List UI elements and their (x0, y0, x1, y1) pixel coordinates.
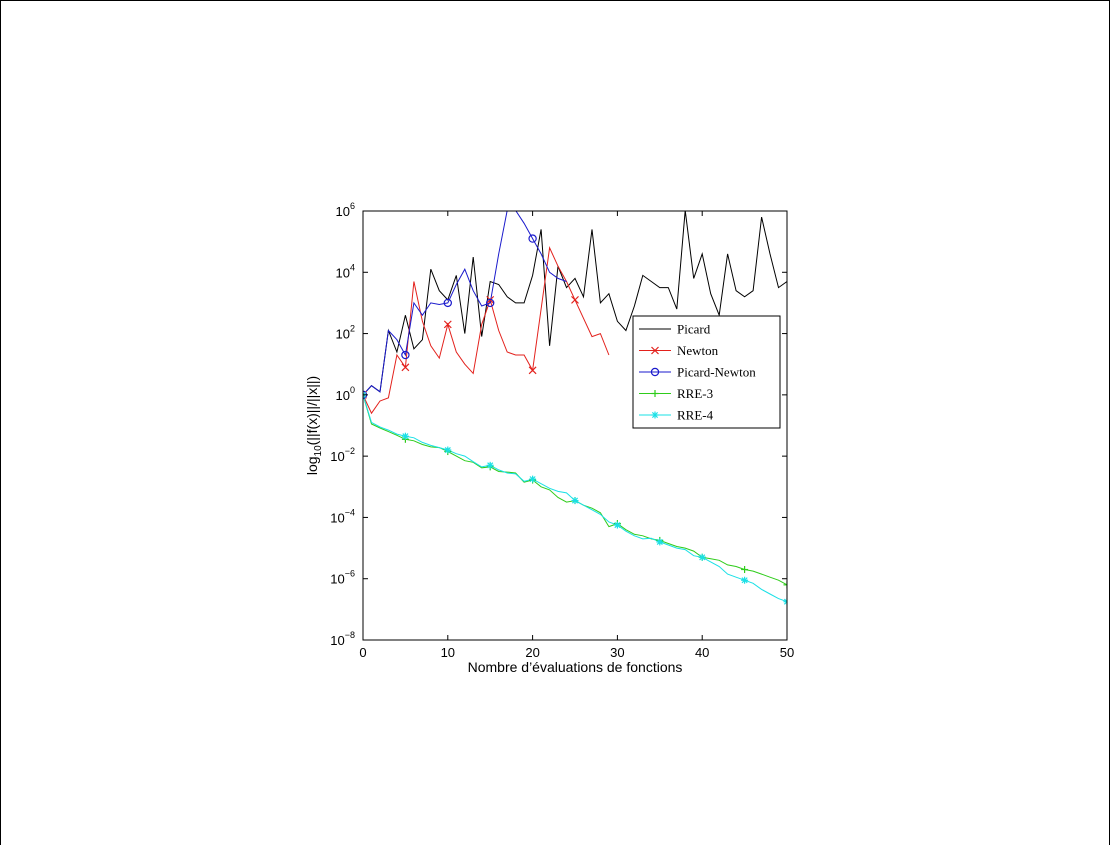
data-point-picard-newton (401, 350, 410, 360)
y-tick-label: 10−2 (330, 446, 355, 464)
y-tick-label: 104 (336, 262, 355, 280)
legend-item-picard-newton: Picard-Newton (639, 365, 756, 380)
legend-item-rre-4: RRE-4 (639, 408, 714, 423)
legend-marker (651, 346, 659, 355)
data-point-rre-4 (529, 475, 537, 483)
y-axis-title: log10(||f(x)||/||x||) (304, 376, 324, 475)
series-line-picard-newton (363, 211, 567, 396)
legend: Picard Newton Picard-Newton RRE-3 RRE-4 (632, 315, 781, 429)
data-point-rre-3 (741, 566, 749, 574)
data-point-rre-4 (613, 521, 621, 529)
series-line-newton (363, 246, 610, 415)
y-tick-label: 10−4 (330, 507, 355, 525)
y-axis-title-sub: 10 (313, 445, 324, 457)
data-point-rre-4 (401, 432, 409, 440)
data-point-rre-4 (741, 576, 749, 584)
data-point-rre-4 (444, 446, 452, 454)
x-tick-label: 50 (780, 645, 794, 660)
series-markers (363, 234, 787, 606)
series-line-picard (363, 211, 787, 396)
legend-label: RRE-3 (677, 386, 713, 401)
legend-item-rre-3: RRE-3 (639, 386, 713, 401)
x-tick-label: 40 (695, 645, 709, 660)
plot-frame (362, 210, 788, 641)
x-tick-label: 20 (525, 645, 539, 660)
data-point-newton (528, 366, 537, 375)
data-point-rre-4 (571, 497, 579, 505)
x-tick-label: 10 (441, 645, 455, 660)
data-point-rre-4 (486, 461, 494, 469)
axis-ticks: 0 10 20 30 40 50 106 104 102 100 10−2 10−4 10−6 10−8 (330, 201, 794, 660)
legend-marker (651, 411, 659, 419)
data-point-newton (571, 295, 579, 304)
legend-label: RRE-4 (677, 408, 714, 423)
data-point-picard-newton (486, 298, 495, 308)
x-tick-label: 0 (359, 645, 366, 660)
y-axis-title-base: log (304, 456, 320, 475)
y-tick-label: 102 (336, 324, 355, 342)
data-point-rre-4 (656, 538, 664, 546)
data-point-newton (401, 363, 410, 372)
legend-label: Picard (677, 322, 711, 337)
legend-label: Picard-Newton (677, 365, 756, 380)
y-tick-label: 10−6 (330, 569, 355, 587)
legend-item-picard: Picard (639, 322, 711, 337)
x-axis-title: Nombre d’évaluations de fonctions (468, 659, 683, 675)
x-tick-label: 30 (610, 645, 624, 660)
data-point-rre-3 (783, 581, 787, 589)
data-point-rre-4 (783, 598, 787, 606)
data-point-newton (443, 320, 452, 329)
legend-label: Newton (677, 343, 719, 358)
legend-marker (650, 367, 660, 377)
y-axis-title-rest: (||f(x)||/||x||) (304, 376, 320, 446)
y-tick-label: 10−8 (330, 630, 355, 648)
legend-marker (651, 390, 659, 397)
y-tick-label: 106 (336, 201, 355, 219)
legend-item-newton: Newton (639, 343, 719, 358)
data-point-picard-newton (528, 234, 537, 243)
data-point-picard-newton (443, 298, 452, 308)
data-point-rre-4 (698, 553, 706, 561)
y-tick-label: 100 (336, 385, 355, 403)
